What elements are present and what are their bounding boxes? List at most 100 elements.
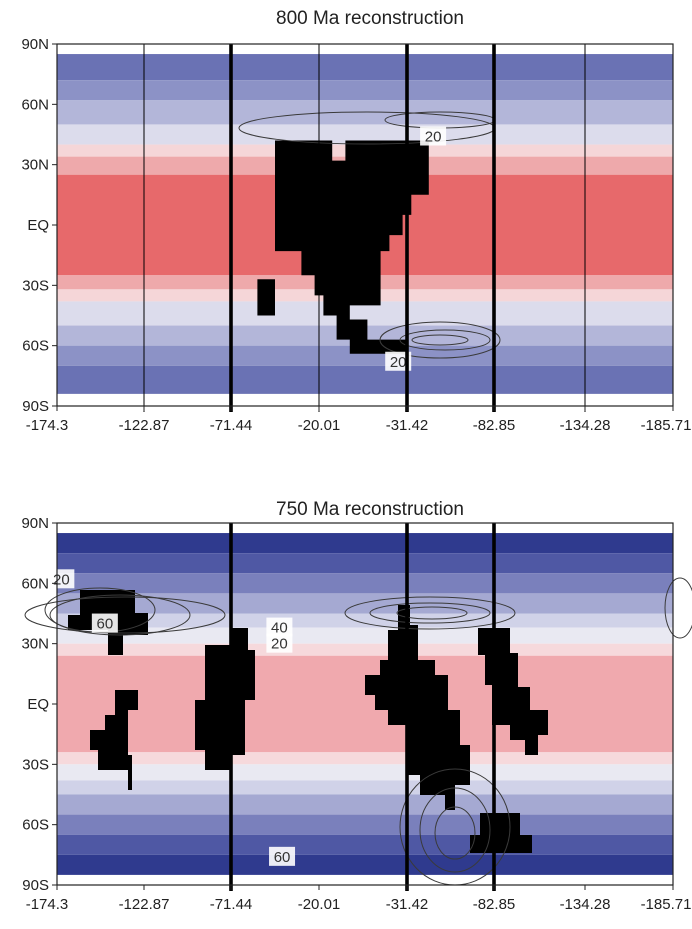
x-tick-label: -122.87 [119, 896, 170, 913]
x-tick-label: -134.28 [560, 896, 611, 913]
y-tick-label: 30N [21, 636, 49, 653]
temperature-band [57, 814, 673, 835]
temperature-band [57, 780, 673, 795]
temperature-band [57, 573, 673, 594]
contour-label: 60 [91, 613, 118, 633]
contour-label: 20 [385, 351, 412, 371]
chart-800ma-svg: 800 Ma reconstruction 20 20 90N 60N 30N EQ 30… [21, 8, 692, 434]
continent-shape [128, 755, 132, 790]
contour-line [369, 602, 491, 624]
y-tick-label: 60N [21, 575, 49, 592]
temperature-bands [57, 44, 673, 406]
temperature-band [57, 643, 673, 656]
contour-line [49, 594, 191, 636]
x-tick-label: -71.44 [210, 896, 253, 913]
continent-mask [257, 140, 429, 354]
contour-line [664, 577, 692, 639]
temperature-band [57, 80, 673, 101]
y-tick-label: 30N [21, 157, 49, 174]
continent-shape [90, 690, 138, 770]
temperature-band [57, 794, 673, 815]
temperature-band [57, 854, 673, 875]
temperature-band [57, 553, 673, 574]
continent-shape [195, 628, 255, 770]
x-tick-label: -31.42 [386, 417, 429, 434]
contour-label: 20 [48, 569, 75, 589]
contour-label: 40 [266, 617, 293, 637]
contour-line [344, 596, 516, 630]
x-tick-label: -174.3 [26, 417, 69, 434]
temperature-band [57, 54, 673, 81]
temperature-band [57, 613, 673, 628]
temperature-band [57, 393, 673, 406]
svg-text:20: 20 [53, 571, 70, 588]
contour-label: 20 [420, 126, 447, 146]
temperature-bands [57, 523, 673, 885]
continent-shape [365, 605, 470, 810]
temperature-band [57, 44, 673, 55]
contour-label: 60 [269, 846, 296, 866]
temperature-band [57, 593, 673, 614]
x-tick-label: -174.3 [26, 896, 69, 913]
svg-text:40: 40 [271, 620, 288, 637]
meridian-lines [143, 44, 586, 412]
continent-shape [470, 813, 532, 853]
temperature-band [57, 627, 673, 644]
y-tick-label: 90S [22, 398, 49, 415]
x-tick-label: -185.71 [641, 896, 692, 913]
chart-title: 750 Ma reconstruction [276, 499, 464, 520]
svg-text:20: 20 [390, 354, 407, 371]
temperature-band [57, 874, 673, 885]
temperature-band [57, 752, 673, 765]
svg-text:60: 60 [274, 849, 291, 866]
x-tick-label: -31.42 [386, 896, 429, 913]
continent-shape [257, 279, 275, 316]
y-axis-ticks: 90N 60N 30N EQ 30S 60S 90S [21, 515, 57, 894]
x-tick-label: -82.85 [473, 417, 516, 434]
x-tick-label: -71.44 [210, 417, 253, 434]
y-tick-label: 30S [22, 277, 49, 294]
y-tick-label: 90N [21, 36, 49, 53]
chart-panel-800ma: 800 Ma reconstruction 20 20 90N 60N 30N EQ 30… [0, 0, 692, 455]
contour-line [379, 321, 501, 359]
y-axis-ticks: 90N 60N 30N EQ 30S 60S 90S [21, 36, 57, 415]
x-tick-label: -82.85 [473, 896, 516, 913]
x-tick-label: -20.01 [298, 417, 341, 434]
x-axis-ticks: -174.3 -122.87 -71.44 -20.01 -31.42 -82.85 -13… [26, 885, 692, 913]
y-tick-label: 60S [22, 338, 49, 355]
temperature-band [57, 764, 673, 781]
contour-label: 20 [266, 633, 293, 653]
svg-text:20: 20 [271, 636, 288, 653]
contour-line [396, 606, 468, 620]
chart-title: 800 Ma reconstruction [276, 8, 464, 29]
x-tick-label: -185.71 [641, 417, 692, 434]
y-tick-label: 60S [22, 817, 49, 834]
x-axis-ticks: -174.3 -122.87 -71.44 -20.01 -31.42 -82.85 -13… [26, 406, 692, 434]
temperature-band [57, 834, 673, 855]
y-tick-label: 90N [21, 515, 49, 532]
contour-line [411, 334, 469, 346]
contour-line [24, 596, 226, 634]
x-tick-label: -134.28 [560, 417, 611, 434]
y-tick-label: EQ [27, 217, 49, 234]
y-tick-label: EQ [27, 696, 49, 713]
temperature-band [57, 655, 673, 753]
y-tick-label: 30S [22, 756, 49, 773]
meridian-lines [229, 523, 496, 891]
temperature-band [57, 124, 673, 145]
temperature-band [57, 523, 673, 534]
x-tick-label: -20.01 [298, 896, 341, 913]
svg-text:20: 20 [425, 129, 442, 146]
temperature-band [57, 533, 673, 554]
y-tick-label: 90S [22, 877, 49, 894]
contour-line [434, 806, 476, 860]
y-tick-label: 60N [21, 96, 49, 113]
x-tick-label: -122.87 [119, 417, 170, 434]
chart-panel-750ma: 750 Ma reconstruction 20 60 40 20 60 90N 60N 3… [0, 465, 692, 920]
temperature-band [57, 365, 673, 394]
contour-line [419, 787, 491, 873]
svg-text:60: 60 [97, 616, 114, 633]
temperature-band [57, 345, 673, 366]
